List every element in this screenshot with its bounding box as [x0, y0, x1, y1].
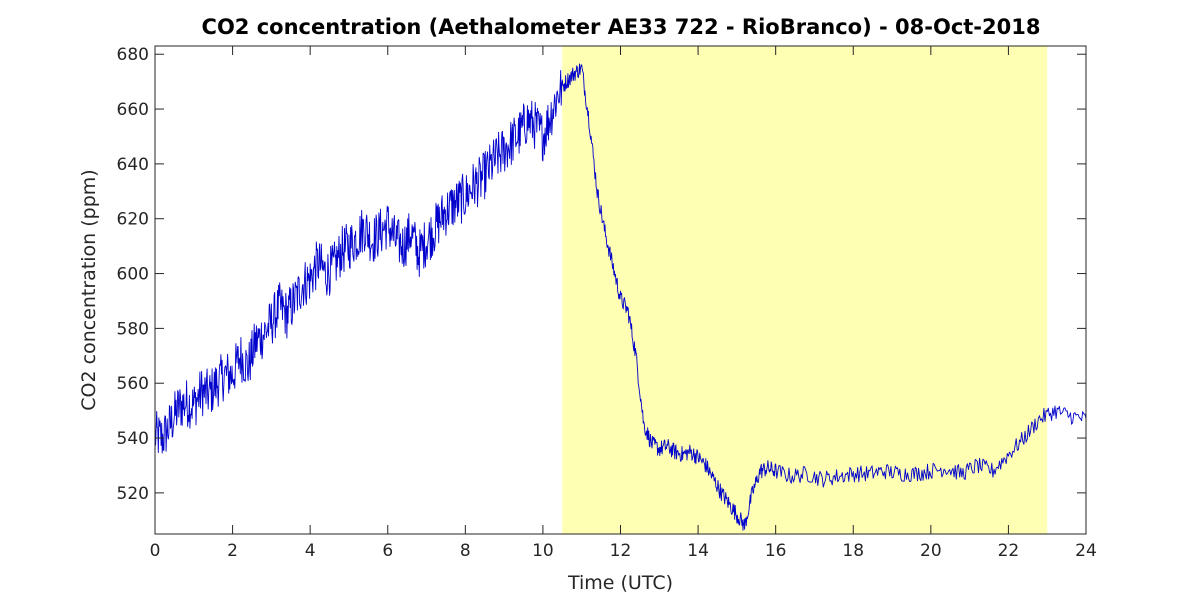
- x-tick-label: 22: [998, 541, 1020, 561]
- highlight-band: [562, 46, 1048, 534]
- x-tick-label: 16: [765, 541, 787, 561]
- x-tick-label: 0: [150, 541, 161, 561]
- y-tick-label: 680: [117, 45, 149, 65]
- series-layer: [154, 63, 1087, 531]
- x-tick-label: 24: [1075, 541, 1097, 561]
- x-tick-label: 18: [842, 541, 864, 561]
- y-tick-label: 560: [117, 374, 149, 394]
- y-tick-label: 580: [117, 319, 149, 339]
- y-tick-label: 540: [117, 429, 149, 449]
- x-tick-label: 14: [687, 541, 709, 561]
- y-tick-label: 600: [117, 265, 149, 285]
- y-tick-label: 520: [117, 484, 149, 504]
- x-tick-label: 10: [532, 541, 554, 561]
- ticks-layer: 0 2 4 6 8 10 12 14 16 18 20 22 245205405605806006206…: [117, 45, 1097, 561]
- x-tick-label: 20: [920, 541, 942, 561]
- x-tick-label: 4: [305, 541, 316, 561]
- y-axis-label: CO2 concentration (ppm): [78, 169, 100, 410]
- x-tick-label: 2: [227, 541, 238, 561]
- series-line-0: [154, 63, 1087, 531]
- x-tick-label: 12: [610, 541, 632, 561]
- x-tick-label: 6: [382, 541, 393, 561]
- y-tick-label: 640: [117, 155, 149, 175]
- y-tick-label: 660: [117, 100, 149, 120]
- x-tick-label: 8: [460, 541, 471, 561]
- y-tick-label: 620: [117, 210, 149, 230]
- chart-title: CO2 concentration (Aethalometer AE33 722…: [202, 15, 1041, 39]
- x-axis-label: Time (UTC): [567, 572, 673, 594]
